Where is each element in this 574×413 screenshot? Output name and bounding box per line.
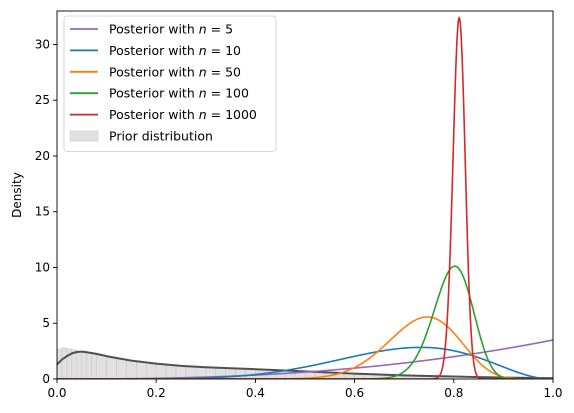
- y-axis-label: Density: [10, 172, 24, 218]
- posterior-curve-4: [57, 265, 553, 379]
- x-tick-label: 1.0: [543, 386, 562, 400]
- prior-kde-line: [57, 350, 553, 379]
- legend-entry-1: Posterior with n = 5: [109, 22, 233, 37]
- y-tick-label: 5: [42, 316, 50, 330]
- prior-histogram-bar: [165, 364, 177, 379]
- y-tick-label: 20: [35, 149, 50, 163]
- x-tick-label: 0.6: [345, 386, 364, 400]
- x-tick-label: 0.2: [147, 386, 166, 400]
- x-tick-label: 0.0: [47, 386, 66, 400]
- prior-histogram-bar: [96, 355, 107, 379]
- prior-histogram-bar: [145, 362, 157, 379]
- prior-histogram-bar: [61, 347, 68, 379]
- y-tick-label: 10: [35, 260, 50, 274]
- y-tick-label: 15: [35, 205, 50, 219]
- prior-histogram-bar: [116, 359, 127, 379]
- prior-histogram-bar: [71, 349, 78, 379]
- posterior-curve-5: [57, 16, 553, 379]
- legend-entry-4: Posterior with n = 100: [109, 86, 249, 101]
- prior-histogram-bar: [86, 351, 93, 379]
- prior-histogram-bar: [235, 368, 246, 379]
- prior-histogram-bar: [81, 350, 88, 379]
- tick-marks: 0.0 0.2 0.4 0.6 0.8 1.0 0 5 10 15 20 25 30: [35, 37, 563, 400]
- y-tick-label: 0: [42, 372, 50, 386]
- prior-histogram-bar: [126, 360, 137, 379]
- plot-frame: [56, 10, 554, 380]
- prior-histogram-bar: [155, 363, 167, 379]
- prior-histogram-bar: [284, 370, 296, 379]
- y-tick-label: 25: [35, 93, 50, 107]
- axes: [56, 10, 554, 380]
- prior-histogram-bar: [136, 361, 147, 379]
- legend-swatch-prior: [69, 130, 99, 142]
- x-tick-label: 0.4: [246, 386, 265, 400]
- prior-histogram-bar: [106, 357, 117, 379]
- legend: Posterior with n = 5 Posterior with n = 1…: [63, 15, 277, 152]
- legend-box: [63, 15, 277, 152]
- legend-entry-prior: Prior distribution: [109, 129, 213, 144]
- prior-kde: [57, 350, 553, 379]
- legend-entry-2: Posterior with n = 10: [109, 43, 241, 58]
- y-tick-label: 30: [35, 37, 50, 51]
- prior-histogram-bar: [91, 353, 97, 379]
- legend-entry-5: Posterior with n = 1000: [109, 107, 257, 122]
- legend-entry-3: Posterior with n = 50: [109, 64, 241, 79]
- x-tick-label: 0.8: [444, 386, 463, 400]
- prior-histogram-bar: [76, 350, 83, 379]
